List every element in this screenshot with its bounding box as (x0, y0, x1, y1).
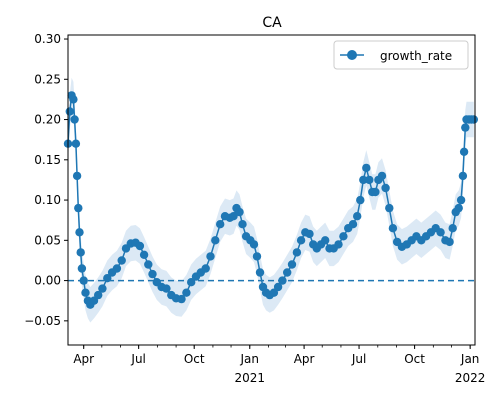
confidence-band-layer (68, 77, 474, 323)
data-point (187, 278, 196, 287)
x-tick-label: Jan (460, 352, 480, 366)
data-point (144, 260, 153, 269)
data-point (356, 195, 365, 205)
y-tick-label: −0.05 (24, 314, 61, 328)
data-point (249, 240, 259, 249)
axes-layer: −0.05 0.00 0.05 0.10 0.15 0.20 0.25 0.30 Apr Jul O… (24, 32, 485, 385)
legend-entry-label: growth_rate (380, 49, 452, 63)
x-tick-label: Apr (73, 352, 94, 366)
data-point (201, 264, 210, 273)
y-tick-label: 0.00 (34, 274, 61, 288)
data-point (79, 276, 88, 285)
data-point (469, 115, 478, 124)
x-tick-label: Apr (294, 352, 315, 366)
plot-frame (67, 34, 476, 346)
data-point (162, 284, 171, 293)
data-point (139, 250, 149, 259)
data-point (70, 115, 79, 124)
data-point (388, 224, 398, 233)
y-tick-label: 0.30 (34, 32, 61, 46)
data-point (381, 183, 390, 193)
x-tick-year-label: 2021 (234, 371, 265, 385)
data-point (74, 203, 83, 213)
data-point (76, 248, 85, 257)
data-point (287, 260, 297, 269)
data-point (296, 236, 306, 245)
data-point (135, 241, 145, 251)
data-point (371, 187, 380, 197)
data-point (436, 228, 445, 237)
data-point (353, 212, 362, 221)
data-point (292, 248, 302, 257)
data-point (362, 163, 371, 173)
data-point (334, 240, 343, 249)
x-tick-label: Jul (351, 352, 366, 366)
data-point (385, 203, 394, 213)
legend-frame (333, 40, 469, 70)
data-point (252, 252, 262, 261)
data-point (458, 171, 468, 181)
data-point (148, 269, 157, 279)
data-point (77, 264, 87, 273)
data-point (229, 212, 238, 221)
data-point (117, 256, 126, 265)
data-point (235, 207, 244, 217)
data-point (377, 171, 387, 181)
series-line-growth-rate (67, 92, 474, 306)
data-point (72, 171, 82, 181)
data-point (216, 220, 225, 229)
x-tick-label: Jan (240, 352, 260, 366)
data-point (456, 195, 466, 205)
y-tick-label: 0.05 (34, 233, 61, 247)
y-tick-label: 0.15 (34, 153, 61, 167)
chart-title: CA (262, 15, 282, 31)
data-point (98, 284, 107, 293)
data-point (348, 220, 358, 229)
confidence-band (68, 77, 474, 323)
data-point (278, 276, 287, 285)
x-tick-label: Oct (184, 352, 205, 366)
data-point (103, 274, 112, 283)
y-tick-label: 0.25 (34, 72, 61, 86)
data-point (81, 288, 90, 297)
data-point (448, 224, 457, 233)
legend-swatch-marker (347, 50, 357, 60)
data-point (69, 95, 78, 104)
data-point (182, 288, 191, 297)
data-point (283, 268, 292, 277)
data-point (255, 268, 265, 277)
data-point (211, 236, 220, 245)
data-point (365, 175, 374, 185)
y-tick-label: 0.20 (34, 113, 61, 127)
x-tick-label: Jul (130, 352, 145, 366)
data-point (339, 232, 348, 241)
data-point (305, 229, 314, 239)
data-point (359, 175, 368, 185)
data-point (238, 220, 247, 229)
data-point (65, 107, 75, 116)
data-point (321, 236, 330, 245)
data-point (273, 282, 283, 292)
data-point (75, 228, 84, 237)
series-layer (63, 91, 478, 309)
x-tick-label: Oct (404, 352, 425, 366)
data-point (454, 203, 463, 213)
data-point (206, 252, 215, 261)
data-point (112, 264, 122, 273)
x-tick-year-label: 2022 (455, 371, 486, 385)
data-point (461, 123, 470, 132)
data-point (177, 294, 186, 304)
data-point (459, 147, 469, 156)
data-point (445, 237, 454, 247)
data-point (94, 290, 103, 300)
legend: growth_rate (333, 40, 469, 70)
y-tick-label: 0.10 (34, 193, 61, 207)
data-point (71, 139, 81, 148)
